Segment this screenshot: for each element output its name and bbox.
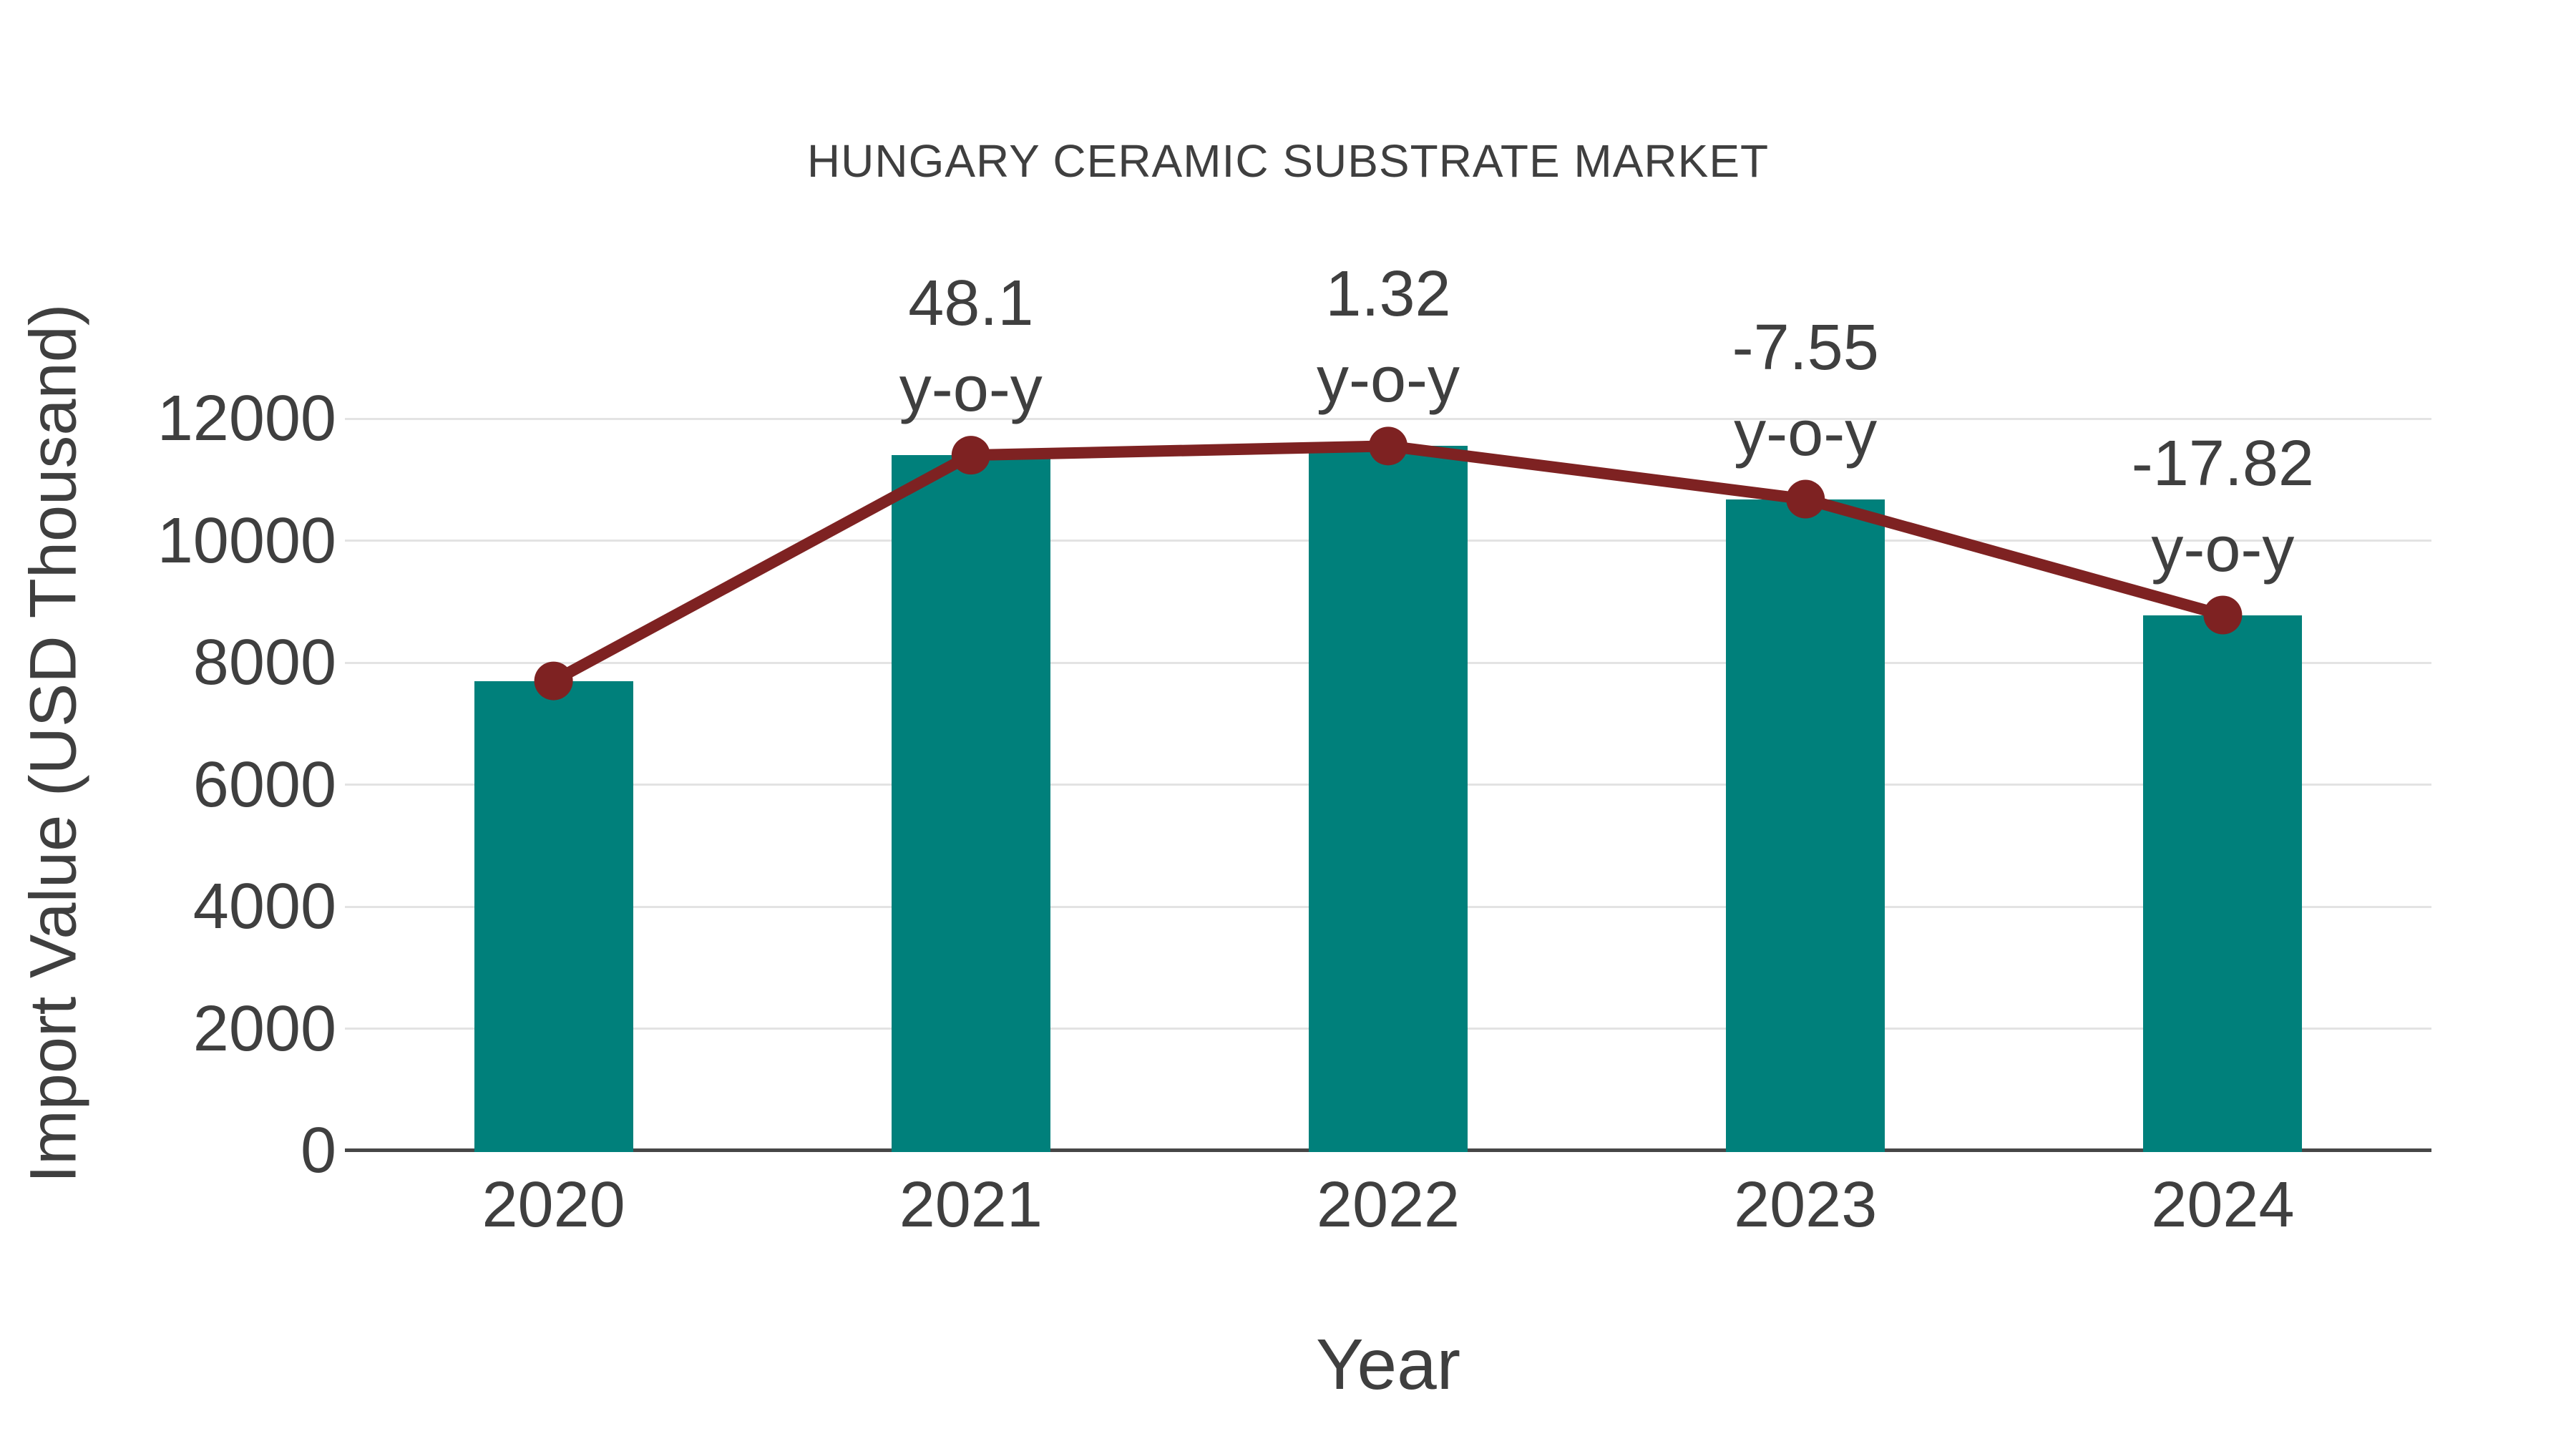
x-tick-label: 2020	[482, 1169, 625, 1241]
x-tick-label: 2024	[2151, 1169, 2295, 1241]
y-tick-label: 8000	[192, 627, 336, 698]
bar	[1726, 499, 1885, 1152]
yoy-annotation: 48.1 y-o-y	[899, 260, 1043, 432]
x-tick-label: 2022	[1316, 1169, 1460, 1241]
yoy-annotation: 1.32 y-o-y	[1317, 251, 1460, 423]
chart-title: HUNGARY CERAMIC SUBSTRATE MARKET	[806, 135, 1770, 187]
y-axis-title: Import Value (USD Thousand)	[16, 303, 90, 1184]
yoy-suffix-label: y-o-y	[1734, 397, 1878, 469]
y-tick-label: 2000	[192, 992, 336, 1065]
yoy-value-label: 48.1	[908, 268, 1034, 340]
y-tick-label: 4000	[192, 871, 336, 942]
yoy-suffix-label: y-o-y	[1317, 344, 1460, 416]
bar	[474, 680, 633, 1152]
yoy-suffix-label: y-o-y	[2151, 513, 2295, 585]
bar	[891, 455, 1050, 1152]
x-axis-title: Year	[1315, 1324, 1461, 1405]
bar	[2143, 615, 2303, 1152]
x-tick-label: 2021	[899, 1169, 1043, 1241]
yoy-annotation: -17.82 y-o-y	[2132, 421, 2314, 592]
yoy-value-label: 1.32	[1325, 258, 1451, 331]
y-tick-label: 10000	[157, 504, 336, 577]
yoy-suffix-label: y-o-y	[899, 353, 1043, 426]
y-tick-label: 6000	[192, 748, 336, 821]
bar	[1309, 446, 1468, 1152]
gridline	[345, 417, 2431, 420]
yoy-annotation: -7.55 y-o-y	[1732, 305, 1879, 477]
yoy-value-label: -7.55	[1732, 311, 1879, 384]
yoy-value-label: -17.82	[2131, 427, 2314, 499]
y-tick-label: 12000	[157, 383, 336, 454]
y-tick-label: 0	[300, 1115, 336, 1186]
x-tick-label: 2023	[1734, 1169, 1878, 1241]
